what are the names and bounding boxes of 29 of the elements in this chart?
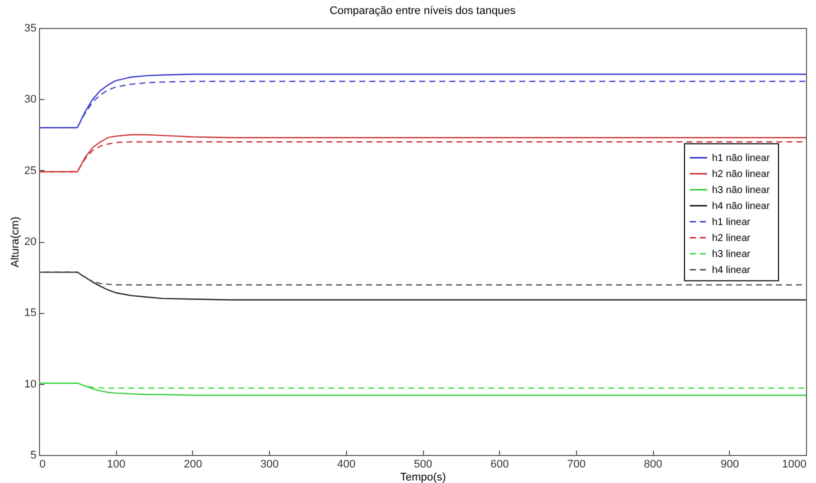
legend-label: h4 linear <box>712 264 752 276</box>
x-tick-label: 200 <box>184 458 202 470</box>
y-tick-label: 25 <box>24 164 36 177</box>
x-tick-label: 400 <box>337 458 356 470</box>
legend-label: h1 não linear <box>712 152 770 164</box>
y-tick-label: 30 <box>24 94 36 106</box>
legend-label: h3 não linear <box>712 184 770 196</box>
x-tick-label: 0 <box>40 458 46 470</box>
legend-label: h3 linear <box>712 248 752 260</box>
y-tick-label: 20 <box>24 236 36 248</box>
legend-label: h4 não linear <box>712 200 770 212</box>
x-tick-label: 800 <box>644 458 662 470</box>
legend-label: h2 linear <box>712 232 752 244</box>
x-tick-label: 100 <box>107 458 126 470</box>
legend-label: h2 não linear <box>712 168 770 180</box>
x-tick-label: 500 <box>414 458 432 470</box>
x-axis-title: Tempo(s) <box>400 472 446 483</box>
x-tick-label: 1000 <box>782 458 806 470</box>
x-tick-label: 600 <box>490 458 509 470</box>
x-tick-label: 700 <box>567 458 586 470</box>
x-tick-label: 900 <box>720 458 739 470</box>
y-tick-label: 5 <box>30 450 36 462</box>
legend-label: h1 linear <box>712 216 752 228</box>
y-tick-label: 10 <box>24 378 36 390</box>
x-tick-label: 300 <box>260 458 279 470</box>
y-tick-label: 35 <box>24 22 36 34</box>
chart-title: Comparação entre níveis dos tanques <box>330 5 516 17</box>
y-tick-label: 15 <box>24 307 36 320</box>
y-axis-title: Altura(cm) <box>9 216 22 268</box>
